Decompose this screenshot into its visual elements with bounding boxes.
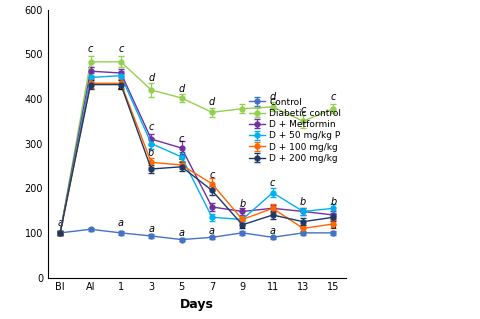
Text: d: d [209, 97, 215, 107]
Text: a: a [330, 221, 336, 231]
Text: a: a [179, 228, 185, 238]
Text: c: c [331, 92, 336, 102]
Text: a: a [148, 224, 154, 234]
Text: b: b [148, 148, 155, 158]
Text: c: c [300, 105, 306, 115]
Text: d: d [270, 92, 276, 102]
Text: a: a [209, 226, 215, 235]
Text: c: c [270, 178, 276, 188]
Text: c: c [209, 170, 215, 180]
Text: a: a [57, 218, 63, 227]
Legend: Control, Diabetic control, D + Metformin, D + 50 mg/kg P, D + 100 mg/kg, D + 200: Control, Diabetic control, D + Metformin… [249, 98, 341, 163]
Text: d: d [179, 84, 185, 93]
Text: a: a [300, 221, 306, 231]
Text: b: b [118, 82, 124, 92]
Text: c: c [179, 134, 184, 144]
Text: a: a [270, 226, 276, 235]
Text: b: b [330, 197, 336, 207]
Text: c: c [88, 44, 93, 54]
Text: b: b [300, 197, 306, 207]
Text: c: c [149, 122, 154, 132]
Text: b: b [179, 152, 185, 162]
Text: a: a [240, 221, 245, 231]
Text: b: b [87, 76, 94, 86]
Text: d: d [148, 73, 155, 83]
Text: a: a [118, 218, 124, 227]
Text: b: b [239, 199, 245, 209]
Text: c: c [118, 44, 123, 54]
X-axis label: Days: Days [180, 298, 214, 311]
